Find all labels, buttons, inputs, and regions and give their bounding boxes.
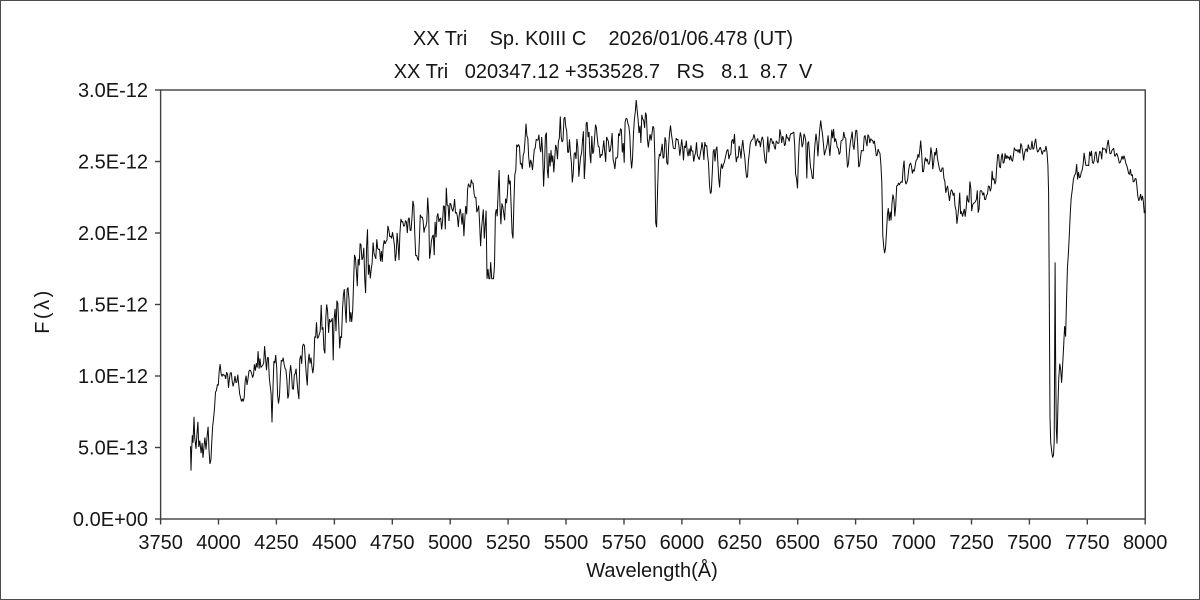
svg-text:6500: 6500	[775, 532, 820, 554]
svg-text:7000: 7000	[891, 532, 936, 554]
svg-text:5.0E-13: 5.0E-13	[78, 438, 148, 460]
svg-text:5750: 5750	[602, 532, 647, 554]
svg-text:4500: 4500	[312, 532, 357, 554]
svg-text:5000: 5000	[428, 532, 473, 554]
svg-text:0.0E+00: 0.0E+00	[73, 509, 148, 531]
svg-text:5500: 5500	[544, 532, 589, 554]
svg-text:8000: 8000	[1123, 532, 1168, 554]
svg-text:3.0E-12: 3.0E-12	[78, 80, 148, 102]
svg-text:4000: 4000	[196, 532, 241, 554]
svg-text:6250: 6250	[718, 532, 763, 554]
svg-text:7250: 7250	[949, 532, 994, 554]
svg-text:5250: 5250	[486, 532, 531, 554]
svg-text:4250: 4250	[254, 532, 299, 554]
svg-text:1.0E-12: 1.0E-12	[78, 366, 148, 388]
svg-text:Wavelength(Å): Wavelength(Å)	[586, 559, 718, 582]
svg-text:2.5E-12: 2.5E-12	[78, 152, 148, 174]
svg-text:XX Tri Sp. K0III C 2026/: XX Tri Sp. K0III C 2026/01/06.478 (UT)	[413, 28, 793, 50]
svg-text:1.5E-12: 1.5E-12	[78, 295, 148, 317]
svg-text:7750: 7750	[1065, 532, 1110, 554]
svg-text:7500: 7500	[1007, 532, 1052, 554]
svg-text:2.0E-12: 2.0E-12	[78, 223, 148, 245]
svg-text:4750: 4750	[370, 532, 415, 554]
svg-text:6000: 6000	[660, 532, 705, 554]
svg-text:XX Tri 020347.12 +353528.7: XX Tri 020347.12 +353528.7 RS 8.1 8.7 V	[394, 61, 813, 83]
svg-text:6750: 6750	[833, 532, 878, 554]
svg-text:3750: 3750	[138, 532, 183, 554]
svg-text:F(λ): F(λ)	[32, 288, 54, 334]
